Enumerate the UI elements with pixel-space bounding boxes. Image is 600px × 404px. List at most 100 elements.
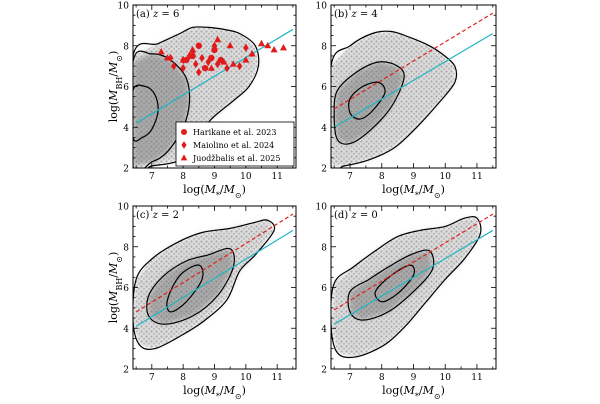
y-axis-label-part: ) [107,252,120,256]
x-axis-label: log(M*/M⊙) [183,384,246,400]
x-tick-label: 11 [471,172,482,182]
x-axis-label-part: ( [399,183,403,196]
plot-area [331,12,494,168]
x-tick-label: 11 [271,172,282,182]
y-tick-label: 6 [321,284,327,294]
obs-point-diamond [236,61,243,71]
obs-point-triangle [229,60,237,67]
panel-letter: (c) [136,210,153,221]
contour-outer [133,26,260,168]
x-axis-label-part: * [415,392,419,401]
obs-point-diamond [243,43,249,52]
obs-point-circle [195,42,203,49]
fit-line-red [135,213,294,313]
x-axis-label-part: log [382,183,399,196]
scatter-core [334,62,404,144]
obs-point-diamond [224,64,230,73]
x-tick-label: 9 [411,172,417,182]
x-tick-label: 10 [440,373,452,383]
y-axis-label-part: M [107,262,120,275]
panel-title: (d) z = 0 [334,210,378,221]
x-axis-label-part: ( [200,183,204,196]
obs-point-triangle [179,56,187,63]
x-axis-label-part: M [422,384,435,397]
x-axis-label-part: / [419,183,423,196]
x-axis-label-part: / [220,183,224,196]
contour-inner [166,264,204,313]
plot-area [133,26,294,168]
x-axis-label-part: M [422,183,435,196]
panel-z-value: = 4 [357,9,378,20]
x-tick-label: 7 [149,172,155,182]
x-axis-label-part: ⊙ [434,392,441,401]
x-axis-label-part: ( [200,384,204,397]
y-axis-label-part: BH [115,278,124,291]
x-tick-label: 7 [149,373,155,383]
panel-z: z [350,9,357,20]
obs-point-triangle [163,54,172,61]
contour-outer [331,30,458,168]
contour-inner [348,81,386,120]
x-tick-label: 10 [240,172,252,182]
panel-z-value: = 6 [158,9,179,20]
obs-point-diamond [180,64,186,73]
y-tick-label: 4 [321,325,327,335]
obs-point-triangle [264,41,272,49]
fit-line-cyan [333,229,494,325]
fit-line-red [333,213,494,311]
y-axis-label: log(MBH/M⊙) [107,252,124,324]
y-tick-label: 8 [123,42,129,52]
legend-marker-circle [181,129,187,135]
scatter-core [133,53,190,166]
x-tick-label: 11 [471,373,482,383]
obs-point-diamond [205,57,211,67]
obs-point-triangle [157,48,165,55]
x-axis-label-part: log [183,384,200,397]
obs-point-triangle [242,56,250,63]
obs-point-triangle [270,45,278,53]
y-tick-label: 4 [123,325,129,335]
y-axis-label-part: log [107,306,120,323]
obs-point-triangle [279,43,287,51]
legend-label: Juodžbalis et al. 2025 [192,154,280,163]
y-axis-label-part: log [107,105,120,122]
y-tick-label: 8 [123,243,129,253]
y-tick-label: 2 [123,165,129,175]
contour-mid [347,249,435,321]
x-tick-label: 9 [212,172,218,182]
y-axis-label-part: / [107,73,120,77]
x-tick-label: 9 [411,373,417,383]
legend-label: Maiolino et al. 2024 [193,141,274,150]
y-axis-label: log(MBH/M⊙) [107,51,124,123]
obs-point-triangle [214,35,222,43]
obs-point-diamond [211,41,218,50]
y-tick-label: 8 [321,42,327,52]
x-tick-label: 8 [379,172,385,182]
contour-mid [333,61,405,145]
y-axis-label-part: ⊙ [115,256,124,263]
y-axis-label-part: BH [115,77,124,90]
x-axis-label-part: ⊙ [434,191,441,200]
y-axis-label-part: M [107,61,120,74]
x-axis-label-part: ) [242,384,246,397]
obs-point-triangle [207,64,215,71]
x-axis-label-part: * [415,191,419,200]
panel-z-value: = 2 [158,210,179,221]
fit-line-red [333,12,494,110]
panel-title: (b) z = 4 [334,9,378,20]
obs-point-triangle [189,45,197,53]
panel-letter: (d) [334,210,351,221]
plot-area [133,213,294,350]
x-axis-label-part: / [419,384,423,397]
x-tick-label: 7 [347,172,353,182]
y-tick-label: 4 [321,124,327,134]
x-axis-label-part: * [216,191,220,200]
obs-point-circle [201,64,209,72]
fit-line-cyan [135,229,294,327]
panel-letter: (a) [136,9,153,20]
y-tick-label: 6 [123,83,129,93]
legend-box [175,121,295,167]
y-tick-label: 10 [316,203,328,213]
